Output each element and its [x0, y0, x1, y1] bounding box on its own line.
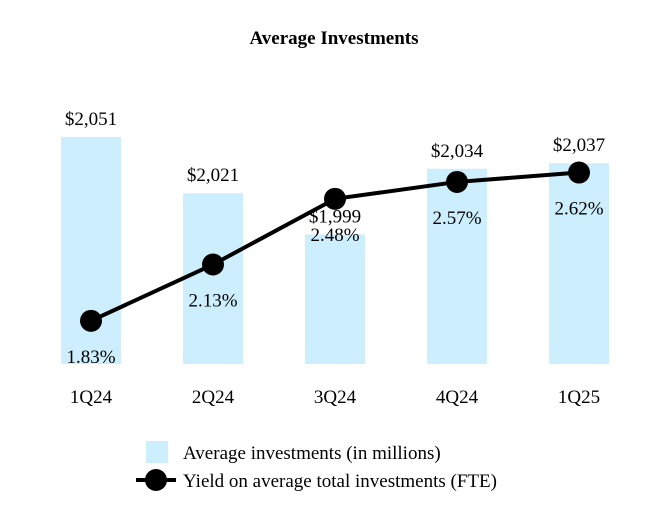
bar-label-1Q25: $2,037 [553, 135, 605, 156]
bar-1Q25 [549, 163, 609, 364]
legend: Average investments (in millions) Yield … [136, 441, 497, 492]
bar-label-1Q24: $2,051 [65, 109, 117, 130]
yield-point-4Q24 [446, 170, 468, 193]
yield-label-1Q24: 1.83% [66, 347, 115, 368]
yield-point-1Q24 [80, 309, 102, 332]
chart-title: Average Investments [249, 28, 418, 49]
category-label-4Q24: 4Q24 [436, 387, 479, 408]
category-label-3Q24: 3Q24 [314, 387, 357, 408]
yield-point-2Q24 [202, 253, 224, 276]
line-value-labels: 1.83% 2.13% 2.48% 2.57% 2.62% [66, 199, 603, 368]
legend-line-label: Yield on average total investments (FTE) [183, 471, 497, 492]
legend-bar-swatch [146, 441, 168, 463]
line-series [80, 161, 590, 332]
yield-label-1Q25: 2.62% [554, 199, 603, 220]
category-label-2Q24: 2Q24 [192, 387, 235, 408]
category-label-1Q24: 1Q24 [70, 387, 113, 408]
legend-bar-label: Average investments (in millions) [183, 443, 441, 464]
yield-label-3Q24: 2.48% [310, 225, 359, 246]
bar-label-2Q24: $2,021 [187, 165, 239, 186]
bar-2Q24 [183, 193, 243, 364]
bar-label-3Q24: $1,999 [309, 206, 361, 227]
bar-label-4Q24: $2,034 [431, 141, 484, 162]
legend-line-marker [145, 469, 167, 491]
category-labels: 1Q24 2Q24 3Q24 4Q24 1Q25 [70, 387, 600, 408]
category-label-1Q25: 1Q25 [558, 387, 600, 408]
yield-label-2Q24: 2.13% [188, 291, 237, 312]
bar-series [61, 136, 609, 364]
bar-value-labels: $2,051 $2,021 $1,999 $2,034 $2,037 [65, 109, 605, 228]
bar-3Q24 [305, 234, 365, 364]
bar-4Q24 [427, 168, 487, 364]
yield-point-3Q24 [324, 187, 346, 210]
yield-label-4Q24: 2.57% [432, 208, 481, 229]
yield-point-1Q25 [568, 161, 590, 184]
